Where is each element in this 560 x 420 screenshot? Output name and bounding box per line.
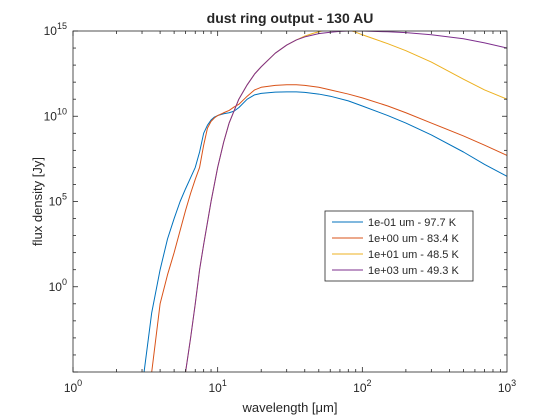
legend: 1e-01 um - 97.7 K 1e+00 um - 83.4 K 1e+01 …: [324, 210, 474, 282]
chart-title: dust ring output - 130 AU: [207, 10, 374, 26]
y-tick-label-0: 100: [49, 277, 67, 294]
tick-marks: [72, 30, 507, 373]
x-tick-label-1: 101: [208, 378, 226, 395]
plot-area: [73, 31, 507, 372]
series-line-2: [151, 84, 507, 372]
y-tick-label-3: 1015: [44, 21, 67, 38]
y-tick-label-2: 1010: [44, 106, 67, 123]
y-axis-title: flux density [Jy]: [30, 157, 45, 246]
legend-label-1: 1e-01 um - 97.7 K: [368, 217, 457, 229]
series-line-1: [143, 91, 507, 372]
x-tick-label-0: 100: [64, 378, 82, 395]
y-tick-label-1: 105: [49, 192, 67, 209]
x-tick-labels: 100 101 102 103: [64, 378, 516, 395]
series-line-4: [185, 31, 507, 372]
x-tick-label-3: 103: [498, 378, 516, 395]
x-tick-label-2: 102: [353, 378, 371, 395]
series-layer: [143, 31, 507, 372]
y-tick-labels: 100 105 1010 1015: [44, 21, 67, 294]
x-axis-title: wavelength [μm]: [242, 400, 338, 415]
legend-label-3: 1e+01 um - 48.5 K: [368, 249, 459, 261]
legend-label-2: 1e+00 um - 83.4 K: [368, 233, 459, 245]
legend-label-4: 1e+03 um - 49.3 K: [368, 265, 459, 277]
legend-box: [324, 210, 474, 282]
